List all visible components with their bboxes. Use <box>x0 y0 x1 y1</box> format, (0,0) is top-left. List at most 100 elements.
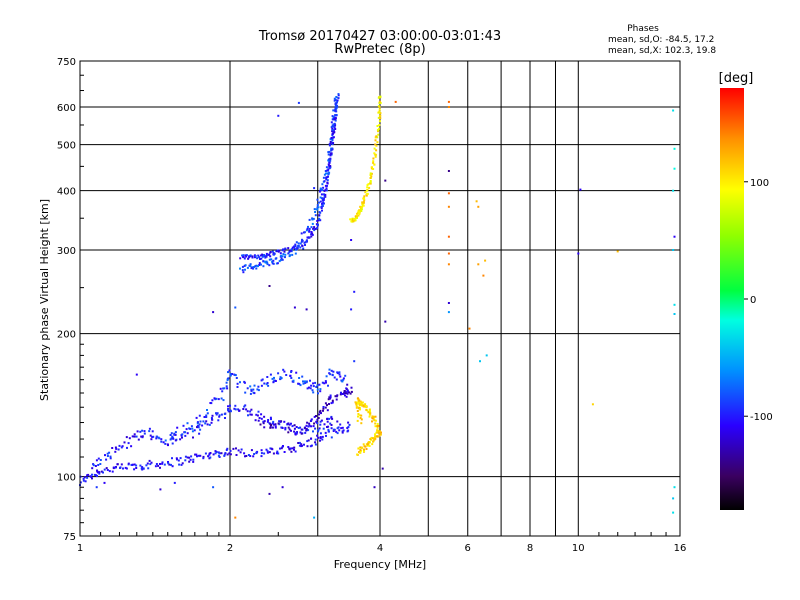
data-point <box>260 384 263 387</box>
data-point <box>372 415 375 418</box>
data-point <box>259 254 262 257</box>
data-point <box>268 253 271 256</box>
data-point <box>311 389 314 392</box>
data-point <box>291 253 294 256</box>
data-point <box>268 492 271 495</box>
data-point <box>376 129 379 132</box>
data-point <box>293 247 296 250</box>
data-point <box>356 217 358 219</box>
data-point <box>266 382 269 384</box>
data-point <box>321 189 324 191</box>
data-point <box>327 151 330 154</box>
data-point <box>361 446 364 449</box>
data-point <box>163 463 166 466</box>
data-point <box>303 241 306 244</box>
data-point <box>329 396 332 399</box>
data-point <box>111 447 114 449</box>
x-tick-label: 4 <box>377 543 383 554</box>
data-point <box>323 423 326 426</box>
data-point <box>279 377 282 380</box>
data-point <box>288 423 291 426</box>
data-point <box>226 387 229 390</box>
data-point <box>83 476 86 479</box>
data-point <box>330 126 333 129</box>
data-point <box>468 327 471 330</box>
data-point <box>308 236 311 239</box>
data-point <box>326 426 328 428</box>
data-point <box>241 254 244 257</box>
data-point <box>258 264 261 266</box>
data-point <box>99 459 102 461</box>
data-point <box>255 413 258 416</box>
data-point <box>266 450 269 453</box>
data-point <box>215 413 218 416</box>
data-point <box>342 392 345 395</box>
data-point <box>447 311 450 314</box>
data-point <box>322 193 325 196</box>
data-point <box>188 427 191 430</box>
data-point <box>359 206 362 209</box>
data-point <box>169 434 172 436</box>
data-point <box>290 377 293 379</box>
data-point <box>360 401 363 404</box>
data-point <box>672 109 675 112</box>
data-point <box>211 399 214 402</box>
data-point <box>209 456 212 459</box>
data-point <box>341 431 344 434</box>
data-point <box>298 441 301 444</box>
data-point <box>376 429 379 432</box>
data-point <box>206 412 209 415</box>
data-point <box>141 468 144 471</box>
data-point <box>349 392 352 395</box>
data-point <box>327 175 329 178</box>
data-point <box>115 447 118 450</box>
data-point <box>327 153 330 156</box>
data-point <box>300 428 303 431</box>
data-point <box>336 427 339 430</box>
data-point <box>360 422 363 425</box>
data-point <box>174 431 177 434</box>
data-point <box>277 372 280 375</box>
data-point <box>280 447 283 450</box>
data-point <box>244 404 247 407</box>
data-point <box>324 170 327 172</box>
data-point <box>287 247 290 250</box>
data-point <box>344 394 346 397</box>
data-point <box>304 381 307 384</box>
data-point <box>336 394 339 397</box>
data-point <box>225 381 228 384</box>
data-point <box>673 303 676 306</box>
data-point <box>154 465 157 468</box>
data-point <box>225 449 228 451</box>
data-point <box>221 390 224 393</box>
data-point <box>177 459 180 462</box>
data-point <box>376 141 379 144</box>
data-point <box>116 463 119 466</box>
data-point <box>308 218 311 221</box>
data-point <box>673 486 676 489</box>
data-point <box>228 369 231 372</box>
data-point <box>369 438 372 440</box>
data-point <box>234 404 237 407</box>
y-tick-label: 200 <box>57 330 76 341</box>
data-point <box>447 235 450 238</box>
data-point <box>313 516 316 519</box>
data-point <box>300 232 303 235</box>
data-point <box>150 438 153 441</box>
data-point <box>248 256 250 259</box>
data-point <box>297 427 300 429</box>
data-point <box>283 420 286 423</box>
data-point <box>274 426 277 429</box>
data-point <box>170 463 172 466</box>
data-point <box>359 446 362 449</box>
data-point <box>244 254 247 257</box>
data-point <box>318 190 321 193</box>
data-point <box>314 228 317 230</box>
data-point <box>320 419 323 422</box>
data-point <box>223 454 226 457</box>
data-point <box>173 432 176 435</box>
data-point <box>266 263 269 266</box>
data-point <box>243 405 246 408</box>
data-point <box>366 443 369 446</box>
